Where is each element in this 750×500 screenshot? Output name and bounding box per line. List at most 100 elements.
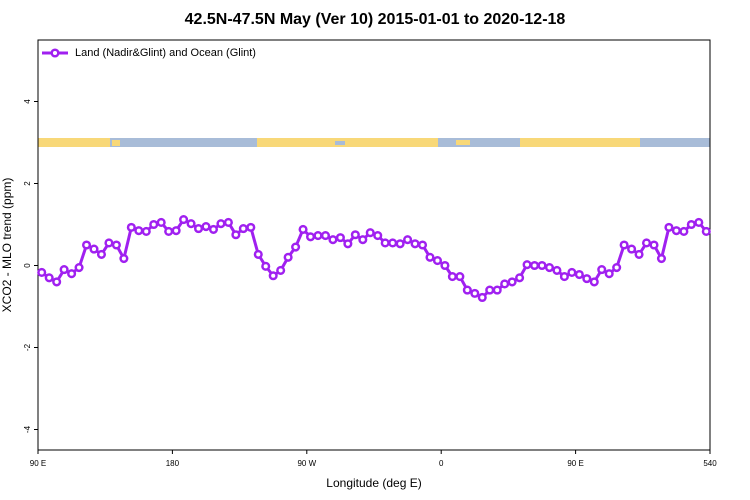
data-point xyxy=(141,226,151,237)
x-tick-label: 90 E xyxy=(30,459,46,468)
plot-frame xyxy=(37,39,711,451)
legend-label: Land (Nadir&Glint) and Ocean (Glint) xyxy=(75,47,256,59)
data-point xyxy=(350,230,360,240)
data-point xyxy=(440,260,450,271)
data-point xyxy=(507,277,517,287)
data-point xyxy=(37,267,47,278)
data-point xyxy=(612,263,622,273)
data-point xyxy=(410,239,420,249)
data-point xyxy=(627,244,637,254)
x-tick-label: 90 W xyxy=(297,459,316,468)
y-tick-label: -2 xyxy=(23,343,32,351)
data-point xyxy=(679,226,689,237)
data-point xyxy=(559,272,569,282)
data-point xyxy=(619,240,629,250)
data-point xyxy=(305,232,316,242)
data-point xyxy=(59,265,69,275)
data-point xyxy=(604,269,614,279)
data-point xyxy=(253,249,263,259)
data-point xyxy=(470,288,480,298)
y-tick-label: 4 xyxy=(23,99,32,104)
data-point xyxy=(268,271,278,281)
data-point xyxy=(283,252,293,262)
data-point xyxy=(67,269,77,279)
data-point xyxy=(208,224,219,234)
x-tick-label: 180 xyxy=(166,459,180,468)
x-tick-label: 0 xyxy=(439,459,444,468)
data-point xyxy=(193,224,204,234)
data-point xyxy=(179,215,189,225)
data-point xyxy=(649,240,659,250)
data-point xyxy=(119,253,129,264)
data-point xyxy=(597,265,607,275)
data-point xyxy=(447,272,457,282)
data-point xyxy=(216,219,226,229)
data-point xyxy=(44,273,54,283)
data-point xyxy=(313,231,323,241)
data-point xyxy=(574,269,584,280)
data-point xyxy=(641,238,652,248)
data-point xyxy=(89,244,99,254)
data-point xyxy=(500,279,510,289)
data-point xyxy=(328,235,338,245)
data-point xyxy=(455,272,465,282)
data-point xyxy=(134,226,144,236)
data-point xyxy=(544,263,555,273)
data-point xyxy=(403,235,413,245)
data-point xyxy=(104,238,114,248)
data-point xyxy=(81,240,92,250)
data-point xyxy=(492,285,502,295)
data-point xyxy=(126,222,136,232)
data-point xyxy=(529,260,540,271)
data-point xyxy=(171,226,181,236)
data-point xyxy=(686,219,696,230)
data-point xyxy=(462,285,472,295)
data-point xyxy=(537,260,547,271)
data-point xyxy=(156,217,166,227)
data-point xyxy=(223,217,233,227)
y-tick-label: 0 xyxy=(23,263,32,268)
data-point xyxy=(380,238,390,248)
data-point xyxy=(343,239,353,249)
chart-title: 42.5N-47.5N May (Ver 10) 2015-01-01 to 2… xyxy=(185,11,566,28)
legend-marker xyxy=(50,48,60,58)
data-point xyxy=(52,277,62,287)
data-point xyxy=(96,249,107,259)
data-point xyxy=(701,226,711,237)
data-point xyxy=(425,252,435,262)
data-point xyxy=(694,217,704,227)
data-point xyxy=(373,231,383,241)
x-tick-label: 90 E xyxy=(567,459,583,468)
x-axis-label: Longitude (deg E) xyxy=(326,476,421,490)
data-point xyxy=(164,226,174,237)
data-point xyxy=(111,240,121,250)
data-point xyxy=(395,239,405,249)
y-tick-label: -4 xyxy=(23,425,32,433)
y-axis-label: XCO2 - MLO trend (ppm) xyxy=(0,178,14,313)
data-point xyxy=(365,228,375,238)
data-point xyxy=(261,261,271,271)
data-point xyxy=(664,222,674,232)
data-point xyxy=(671,226,681,236)
data-point xyxy=(634,249,644,259)
data-point xyxy=(186,219,196,229)
data-point xyxy=(582,274,592,284)
data-point xyxy=(522,260,532,270)
data-point xyxy=(515,273,525,283)
data-point xyxy=(149,219,159,230)
data-point xyxy=(485,285,495,295)
data-point xyxy=(656,253,667,264)
data-point xyxy=(231,230,241,240)
y-tick-label: 2 xyxy=(23,181,32,186)
data-point xyxy=(567,267,577,278)
data-point xyxy=(298,224,308,234)
data-point xyxy=(432,256,443,266)
data-point xyxy=(417,240,428,250)
data-point xyxy=(246,222,256,232)
data-point xyxy=(238,224,248,234)
data-point xyxy=(552,265,562,275)
data-point xyxy=(358,235,368,245)
data-point xyxy=(477,292,487,303)
data-point xyxy=(291,242,301,252)
